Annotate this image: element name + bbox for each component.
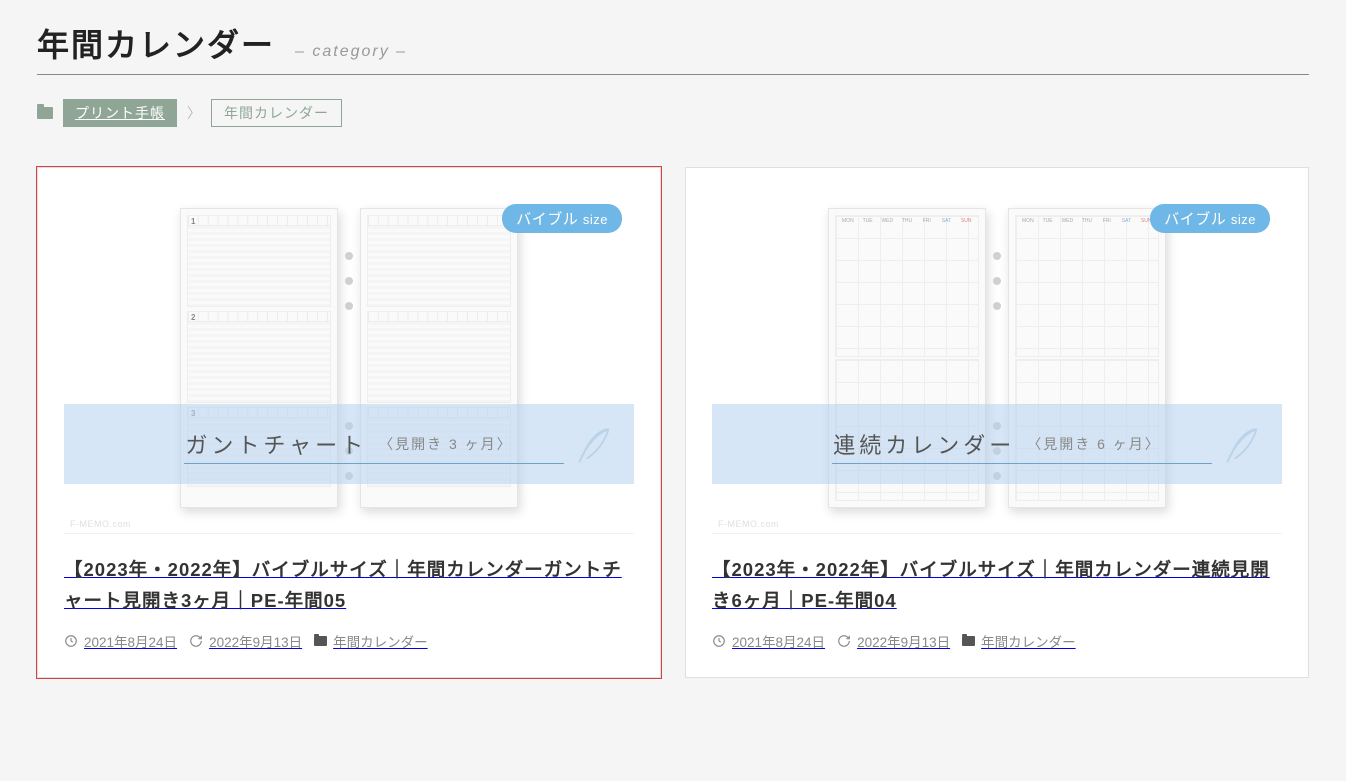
page-title: 年間カレンダー bbox=[37, 20, 275, 66]
size-badge: バイブル size bbox=[1150, 204, 1270, 233]
card-grid: バイブル size 1 2 3 bbox=[37, 167, 1309, 678]
badge-label: バイブル bbox=[516, 211, 578, 228]
overlay-subtitle: 〈見開き 3 ヶ月〉 bbox=[379, 434, 513, 454]
feather-icon bbox=[1220, 418, 1264, 470]
watermark: F-MEMO.com bbox=[70, 519, 131, 529]
updated-date: 2022年9月13日 bbox=[857, 631, 950, 651]
page-header: 年間カレンダー – category – bbox=[37, 20, 1309, 75]
breadcrumb-current: 年間カレンダー bbox=[211, 99, 342, 127]
page-subtitle: – category – bbox=[295, 43, 407, 61]
feather-icon bbox=[572, 418, 616, 470]
published-date: 2021年8月24日 bbox=[732, 631, 825, 651]
refresh-icon bbox=[837, 634, 851, 648]
folder-icon bbox=[37, 107, 53, 119]
overlay-title: 連続カレンダー bbox=[833, 428, 1015, 460]
badge-size-suffix: size bbox=[583, 212, 608, 227]
size-badge: バイブル size bbox=[502, 204, 622, 233]
card-meta: 2021年8月24日 2022年9月13日 年間カレンダー bbox=[712, 631, 1282, 651]
breadcrumb-separator: 〉 bbox=[187, 103, 201, 123]
card-title: 【2023年・2022年】バイブルサイズ｜年間カレンダーガントチャート見開き3ヶ… bbox=[64, 554, 634, 617]
badge-label: バイブル bbox=[1164, 211, 1226, 228]
article-card[interactable]: バイブル size 1 2 3 bbox=[37, 167, 661, 678]
overlay-band: 連続カレンダー 〈見開き 6 ヶ月〉 bbox=[712, 404, 1282, 484]
badge-size-suffix: size bbox=[1231, 212, 1256, 227]
overlay-subtitle: 〈見開き 6 ヶ月〉 bbox=[1027, 434, 1161, 454]
card-category: 年間カレンダー bbox=[981, 631, 1076, 651]
breadcrumb: プリント手帳 〉 年間カレンダー bbox=[37, 99, 1309, 127]
card-title: 【2023年・2022年】バイブルサイズ｜年間カレンダー連続見開き6ヶ月｜PE-… bbox=[712, 554, 1282, 617]
watermark: F-MEMO.com bbox=[718, 519, 779, 529]
clock-icon bbox=[712, 634, 726, 648]
refresh-icon bbox=[189, 634, 203, 648]
overlay-title: ガントチャート bbox=[185, 428, 367, 460]
page-container: 年間カレンダー – category – プリント手帳 〉 年間カレンダー バイ… bbox=[13, 20, 1333, 678]
folder-icon bbox=[962, 636, 975, 646]
card-thumbnail: バイブル size MONTUEWEDTHUFRISATSUN bbox=[712, 194, 1282, 534]
card-meta: 2021年8月24日 2022年9月13日 年間カレンダー bbox=[64, 631, 634, 651]
folder-icon bbox=[314, 636, 327, 646]
article-card[interactable]: バイブル size MONTUEWEDTHUFRISATSUN bbox=[685, 167, 1309, 678]
clock-icon bbox=[64, 634, 78, 648]
card-category: 年間カレンダー bbox=[333, 631, 428, 651]
overlay-band: ガントチャート 〈見開き 3 ヶ月〉 bbox=[64, 404, 634, 484]
published-date: 2021年8月24日 bbox=[84, 631, 177, 651]
card-thumbnail: バイブル size 1 2 3 bbox=[64, 194, 634, 534]
breadcrumb-parent[interactable]: プリント手帳 bbox=[63, 99, 177, 127]
updated-date: 2022年9月13日 bbox=[209, 631, 302, 651]
